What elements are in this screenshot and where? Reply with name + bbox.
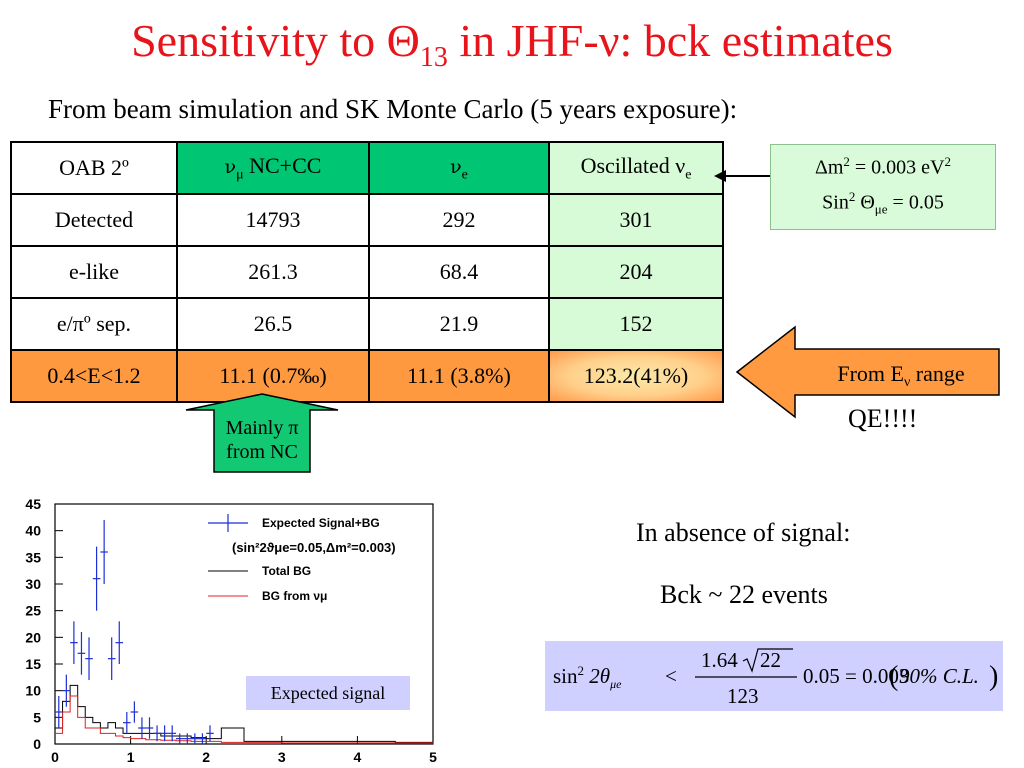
cell-nue: 21.9: [368, 297, 550, 351]
table-row: Detected 14793 292 301: [10, 193, 724, 247]
header-numu: νμ NC+CC: [176, 141, 370, 195]
row-label: Detected: [10, 193, 178, 247]
mainly-pi-line2: from NC: [226, 441, 298, 463]
dm2-value: Δm2 = 0.003 eV2: [814, 154, 952, 179]
cell-numu: 14793: [176, 193, 370, 247]
cell-osc: 204: [548, 245, 724, 299]
eq-sqrt: 22: [760, 648, 781, 672]
cell-osc: 152: [548, 297, 724, 351]
row-label: e/πº sep.: [10, 297, 178, 351]
limit-equation: sin2 2θμe < 1.64 22 123 0.05 = 0.003 ( 9…: [545, 641, 1003, 711]
y-tick-label: 20: [25, 629, 41, 645]
eq-lhs: sin2 2θμe: [553, 663, 622, 691]
eq-lt: <: [665, 664, 677, 688]
y-tick-label: 25: [25, 603, 41, 619]
y-tick-label: 30: [25, 576, 41, 592]
y-tick-label: 45: [25, 496, 41, 512]
x-tick-label: 0: [51, 749, 59, 765]
header-oscillated: Oscillated νe: [548, 141, 724, 195]
mainly-pi-line1: Mainly π: [226, 417, 299, 439]
cell-nue: 68.4: [368, 245, 550, 299]
y-tick-label: 35: [25, 549, 41, 565]
expected-signal-label: Expected signal: [271, 683, 385, 703]
cell-nue: 292: [368, 193, 550, 247]
eq-cl: 90% C.L.: [899, 664, 979, 688]
y-tick-label: 0: [33, 736, 41, 752]
table-row: 0.4<E<1.2 11.1 (0.7‰) 11.1 (3.8%) 123.2(…: [10, 349, 724, 403]
legend-totalbg-label: Total BG: [262, 564, 311, 578]
table-row: e-like 261.3 68.4 204: [10, 245, 724, 299]
y-tick-label: 15: [25, 656, 41, 672]
numu-bg-line: [55, 695, 434, 744]
x-tick-label: 5: [429, 749, 437, 765]
row-label: 0.4<E<1.2: [10, 349, 178, 403]
cell-osc: 301: [548, 193, 724, 247]
y-tick-label: 40: [25, 523, 41, 539]
cell-osc: 123.2(41%): [548, 349, 724, 403]
legend-numubg-label: BG from νμ: [262, 589, 327, 603]
eq-rhs: 0.05 = 0.003: [803, 664, 909, 688]
y-tick-label: 5: [33, 709, 41, 725]
sin2-value: Sin2 Θμe = 0.05: [822, 188, 944, 217]
pointer-arrow-icon: [714, 170, 772, 182]
eq-num: 1.64: [701, 648, 738, 672]
expected-signal-box: [246, 676, 410, 710]
oscillation-params-box: Δm2 = 0.003 eV2 Sin2 Θμe = 0.05: [770, 144, 996, 230]
from-e-range-label: From Eν range: [837, 361, 964, 390]
row-label: e-like: [10, 245, 178, 299]
header-nue: νe: [368, 141, 550, 195]
cell-nue: 11.1 (3.8%): [368, 349, 550, 403]
bck-events-note: Bck ~ 22 events: [660, 580, 828, 609]
legend-params-label: (sin²2ϑμe=0.05,Δm²=0.003): [232, 540, 396, 555]
slide-subtitle: From beam simulation and SK Monte Carlo …: [48, 94, 738, 124]
qe-note: QE!!!!: [848, 404, 918, 433]
x-tick-label: 4: [354, 749, 362, 765]
cell-numu: 11.1 (0.7‰): [176, 349, 370, 403]
table-row: e/πº sep. 26.5 21.9 152: [10, 297, 724, 351]
svg-text:(: (: [889, 661, 898, 692]
sqrt-sign-icon: [742, 648, 793, 673]
y-tick-label: 10: [25, 683, 41, 699]
mainly-pi-arrow-shape: Mainly π from NC: [185, 393, 339, 473]
absence-note: In absence of signal:: [636, 518, 851, 547]
header-oab: OAB 2º: [10, 141, 178, 195]
from-e-range-arrow-shape: From Eν range: [735, 325, 1000, 419]
slide-title: Sensitivity to Θ13 in JHF-ν: bck estimat…: [131, 15, 893, 74]
cell-numu: 26.5: [176, 297, 370, 351]
table-header-row: OAB 2º νμ NC+CC νe Oscillated νe: [10, 141, 724, 195]
legend-signal-label: Expected Signal+BG: [262, 516, 380, 530]
cell-numu: 261.3: [176, 245, 370, 299]
background-table: OAB 2º νμ NC+CC νe Oscillated νe Detecte…: [10, 141, 724, 403]
svg-text:): ): [989, 661, 998, 692]
eq-den: 123: [727, 684, 759, 708]
x-tick-label: 1: [127, 749, 135, 765]
x-tick-label: 2: [202, 749, 210, 765]
x-tick-label: 3: [278, 749, 286, 765]
